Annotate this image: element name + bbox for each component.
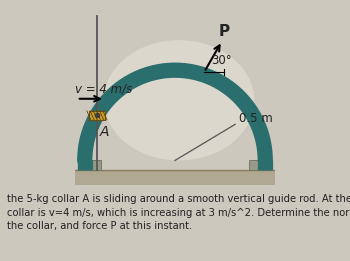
Text: the 5-kg collar A is sliding around a smooth vertical guide rod. At the instant : the 5-kg collar A is sliding around a sm… [7,194,350,231]
Text: v = 4 m/s: v = 4 m/s [75,82,132,95]
Text: 0.5 m: 0.5 m [239,112,273,125]
Text: 30°: 30° [211,54,232,67]
Text: A: A [100,125,109,139]
Bar [83,161,101,170]
Bar [89,111,105,120]
Bar [249,161,267,170]
Bar [75,170,275,185]
Ellipse shape [104,40,254,161]
Text: P: P [218,24,230,39]
